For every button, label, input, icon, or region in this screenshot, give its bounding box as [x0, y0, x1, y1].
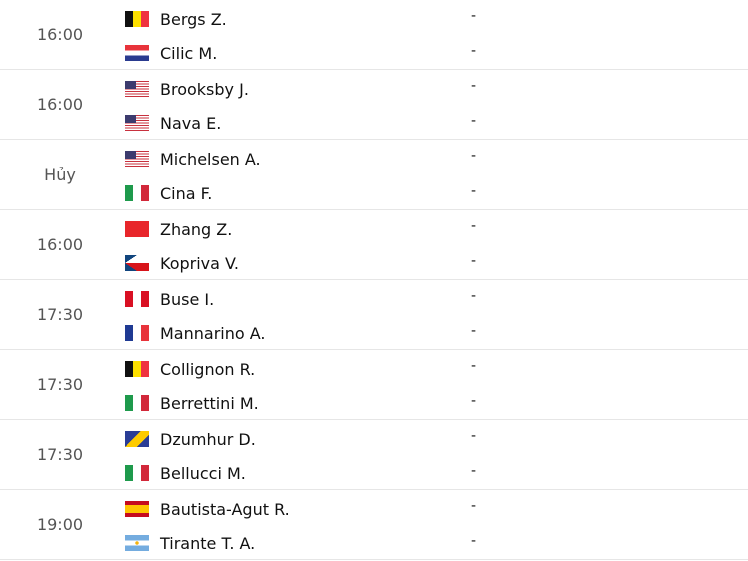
player-name: Cina F.	[160, 183, 213, 203]
match-row[interactable]: 17:30 Dzumhur D. - Bellucci M. -	[0, 420, 748, 490]
match-time: 16:00	[36, 25, 84, 44]
score: -	[471, 183, 477, 199]
flag-be-icon	[125, 361, 149, 377]
player-name: Zhang Z.	[160, 219, 233, 239]
flag-fr-icon	[125, 325, 149, 341]
player-name: Bautista-Agut R.	[160, 499, 290, 519]
flag-us-icon	[125, 151, 149, 167]
match-time: 17:30	[36, 375, 84, 394]
player[interactable]: Dzumhur D.	[125, 429, 256, 449]
match-time: 17:30	[36, 445, 84, 464]
player[interactable]: Bellucci M.	[125, 463, 246, 483]
player-name: Dzumhur D.	[160, 429, 256, 449]
player[interactable]: Nava E.	[125, 113, 221, 133]
flag-cn-icon	[125, 221, 149, 237]
flag-it-icon	[125, 395, 149, 411]
player[interactable]: Buse I.	[125, 289, 214, 309]
player[interactable]: Berrettini M.	[125, 393, 259, 413]
score: -	[471, 253, 477, 269]
player-name: Bellucci M.	[160, 463, 246, 483]
match-row[interactable]: 16:00 Zhang Z. - Kopriva V. -	[0, 210, 748, 280]
score: -	[471, 393, 477, 409]
player[interactable]: Michelsen A.	[125, 149, 261, 169]
score: -	[471, 288, 477, 304]
match-row[interactable]: 16:00 Bergs Z. - Cilic M. -	[0, 0, 748, 70]
player[interactable]: Tirante T. A.	[125, 533, 255, 553]
score: -	[471, 218, 477, 234]
player-name: Collignon R.	[160, 359, 256, 379]
flag-cz-icon	[125, 255, 149, 271]
player[interactable]: Kopriva V.	[125, 253, 239, 273]
score: -	[471, 323, 477, 339]
score: -	[471, 113, 477, 129]
score: -	[471, 8, 477, 24]
score: -	[471, 358, 477, 374]
flag-it-icon	[125, 185, 149, 201]
player[interactable]: Cina F.	[125, 183, 212, 203]
player-name: Kopriva V.	[160, 253, 239, 273]
match-time: Hủy	[44, 165, 76, 184]
match-row[interactable]: 16:00 Brooksby J. - Nava E. -	[0, 70, 748, 140]
player-name: Nava E.	[160, 113, 222, 133]
match-time: 16:00	[36, 235, 84, 254]
match-row[interactable]: 17:30 Collignon R. - Berrettini M. -	[0, 350, 748, 420]
player-name: Brooksby J.	[160, 79, 249, 99]
player-name: Buse I.	[160, 289, 215, 309]
match-row[interactable]: 17:30 Buse I. - Mannarino A. -	[0, 280, 748, 350]
player[interactable]: Brooksby J.	[125, 79, 249, 99]
score: -	[471, 43, 477, 59]
player-name: Bergs Z.	[160, 9, 227, 29]
player-name: Tirante T. A.	[160, 533, 256, 553]
player[interactable]: Zhang Z.	[125, 219, 232, 239]
score: -	[471, 498, 477, 514]
flag-ar-icon	[125, 535, 149, 551]
score: -	[471, 533, 477, 549]
match-row[interactable]: 19:00 Bautista-Agut R. - Tirante T. A. -	[0, 490, 748, 560]
player[interactable]: Cilic M.	[125, 43, 217, 63]
flag-hr-icon	[125, 45, 149, 61]
flag-ba-icon	[125, 431, 149, 447]
match-time: 17:30	[36, 305, 84, 324]
flag-pe-icon	[125, 291, 149, 307]
player[interactable]: Mannarino A.	[125, 323, 265, 343]
match-time: 16:00	[36, 95, 84, 114]
score: -	[471, 428, 477, 444]
score: -	[471, 78, 477, 94]
match-time: 19:00	[36, 515, 84, 534]
player[interactable]: Bergs Z.	[125, 9, 227, 29]
flag-es-icon	[125, 501, 149, 517]
match-row[interactable]: Hủy Michelsen A. - Cina F. -	[0, 140, 748, 210]
player-name: Berrettini M.	[160, 393, 259, 413]
flag-be-icon	[125, 11, 149, 27]
player-name: Michelsen A.	[160, 149, 261, 169]
player-name: Cilic M.	[160, 43, 218, 63]
flag-us-icon	[125, 115, 149, 131]
flag-it-icon	[125, 465, 149, 481]
player-name: Mannarino A.	[160, 323, 266, 343]
player[interactable]: Bautista-Agut R.	[125, 499, 290, 519]
flag-us-icon	[125, 81, 149, 97]
player[interactable]: Collignon R.	[125, 359, 255, 379]
score: -	[471, 463, 477, 479]
score: -	[471, 148, 477, 164]
